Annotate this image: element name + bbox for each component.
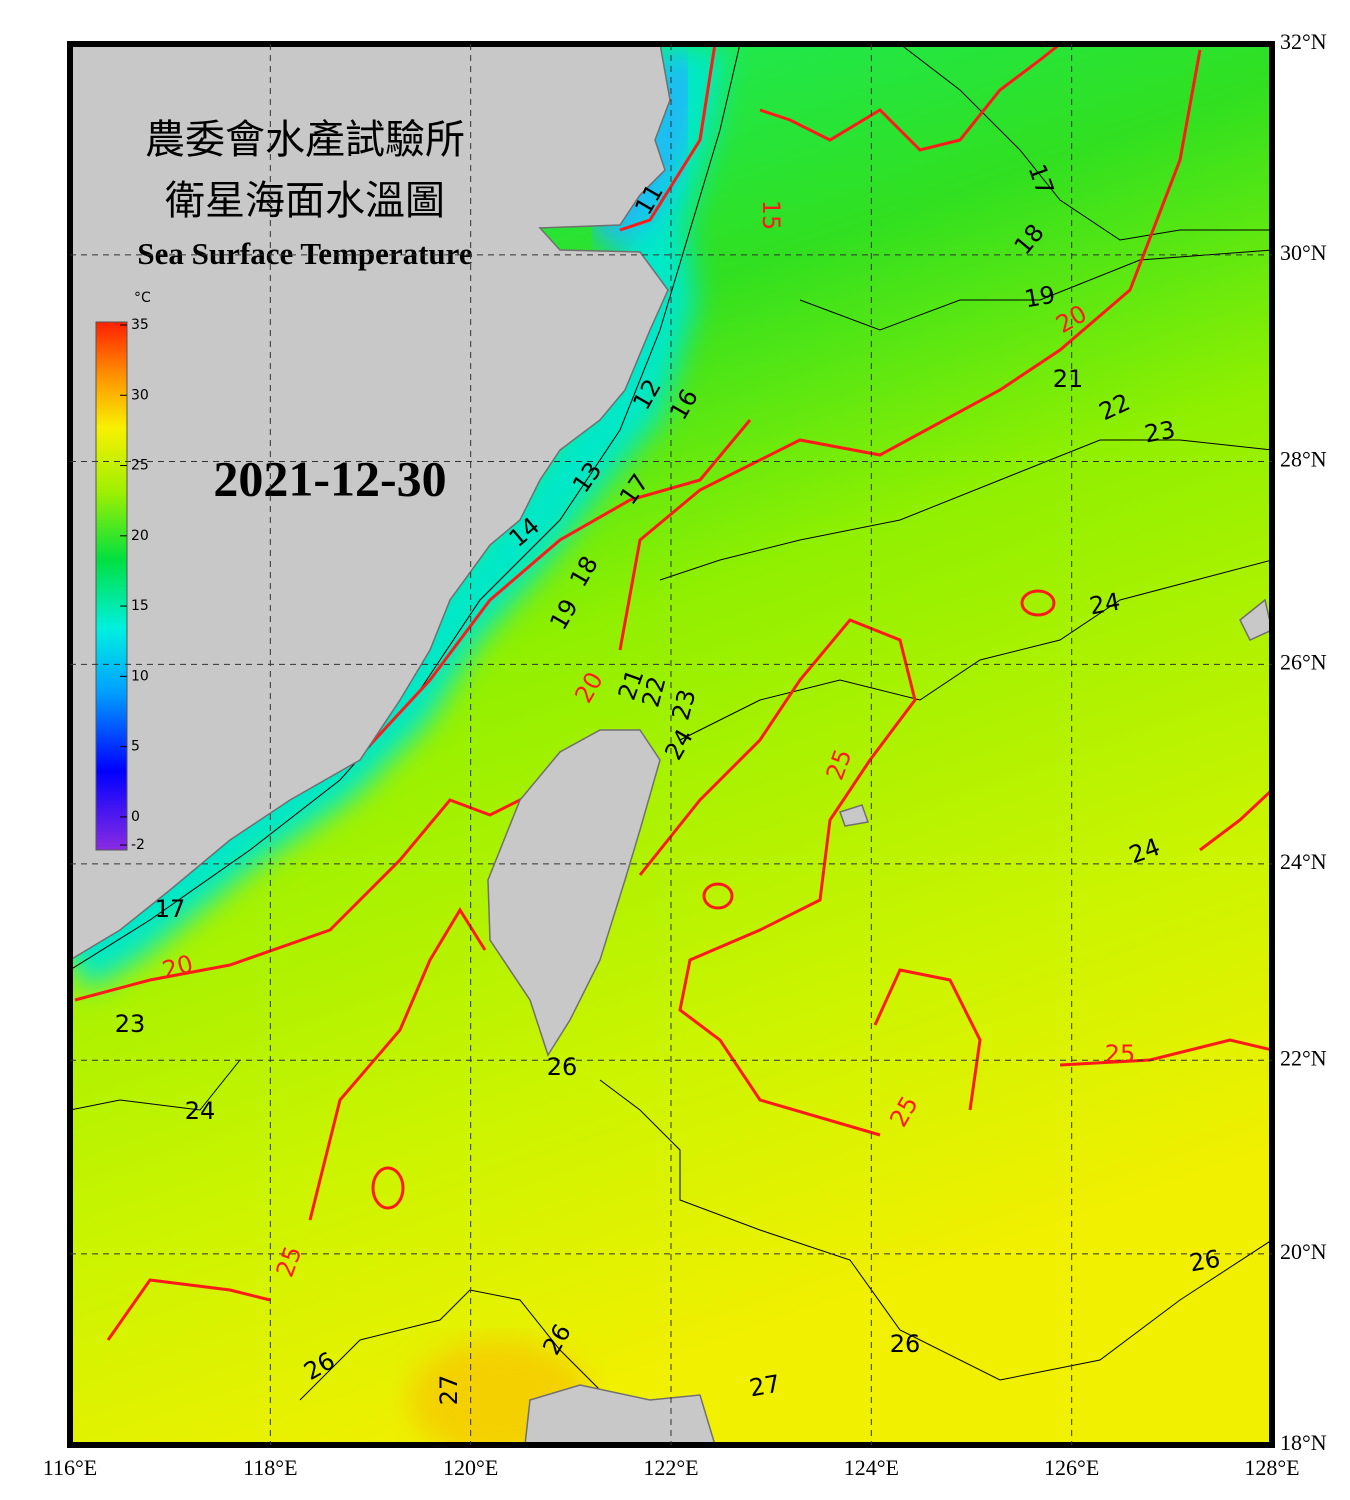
- lat-label: 32°N: [1280, 29, 1327, 54]
- lat-label: 22°N: [1280, 1045, 1327, 1070]
- luzon: [524, 1384, 716, 1445]
- colorbar-unit: °C: [134, 290, 151, 306]
- lat-label: 24°N: [1280, 849, 1327, 874]
- colorbar: [95, 321, 128, 851]
- contours-5: [74, 44, 1272, 1341]
- contour-label: 23: [1142, 416, 1177, 449]
- lon-label: 128°E: [1244, 1455, 1299, 1480]
- lon-label: 122°E: [643, 1455, 698, 1480]
- contour-label: 24: [185, 1097, 216, 1125]
- land: [70, 44, 1272, 1445]
- island: [839, 804, 870, 827]
- colorbar-label: 15: [131, 598, 149, 614]
- lon-label: 126°E: [1044, 1455, 1099, 1480]
- contour-label: 19: [1022, 281, 1057, 314]
- colorbar-label: 10: [131, 668, 149, 684]
- colorbar-label: 20: [131, 528, 149, 544]
- contour-label: 27: [435, 1375, 463, 1406]
- lon-label: 124°E: [844, 1455, 899, 1480]
- colorbar-label: 30: [131, 387, 149, 403]
- lon-label: 116°E: [43, 1455, 97, 1480]
- contour-label: 26: [1187, 1245, 1222, 1278]
- lat-label: 30°N: [1280, 240, 1327, 265]
- title-zh: 衛星海面水溫圖: [165, 178, 445, 224]
- contour-label: 26: [547, 1053, 578, 1081]
- contour-label: 15: [757, 200, 785, 231]
- mainland: [70, 44, 671, 961]
- lat-label: 18°N: [1280, 1430, 1327, 1455]
- contour-label: 27: [747, 1370, 782, 1403]
- lon-label: 118°E: [243, 1455, 297, 1480]
- lat-label: 28°N: [1280, 447, 1327, 472]
- lat-label: 26°N: [1280, 649, 1327, 674]
- contour-label: 25: [1105, 1040, 1136, 1068]
- lat-label: 20°N: [1280, 1239, 1327, 1264]
- colorbar-label: 0: [131, 809, 140, 825]
- colorbar-label: 25: [131, 458, 149, 474]
- lon-label: 120°E: [443, 1455, 498, 1480]
- taiwan: [487, 729, 661, 1057]
- contour-label: 23: [115, 1010, 146, 1038]
- contour-label: 24: [1087, 588, 1122, 621]
- colorbar-label: -2: [131, 837, 145, 853]
- date: 2021-12-30: [213, 450, 446, 506]
- contours: [70, 44, 1272, 1401]
- island: [1239, 598, 1272, 641]
- colorbar-label: 35: [131, 317, 149, 333]
- contour-label: 26: [890, 1330, 921, 1358]
- colorbar-label: 5: [131, 739, 140, 755]
- title-zh: 農委會水產試驗所: [145, 117, 465, 163]
- title-en: Sea Surface Temperature: [137, 236, 472, 271]
- contour-label: 17: [155, 895, 186, 923]
- contour-label: 21: [1053, 365, 1084, 393]
